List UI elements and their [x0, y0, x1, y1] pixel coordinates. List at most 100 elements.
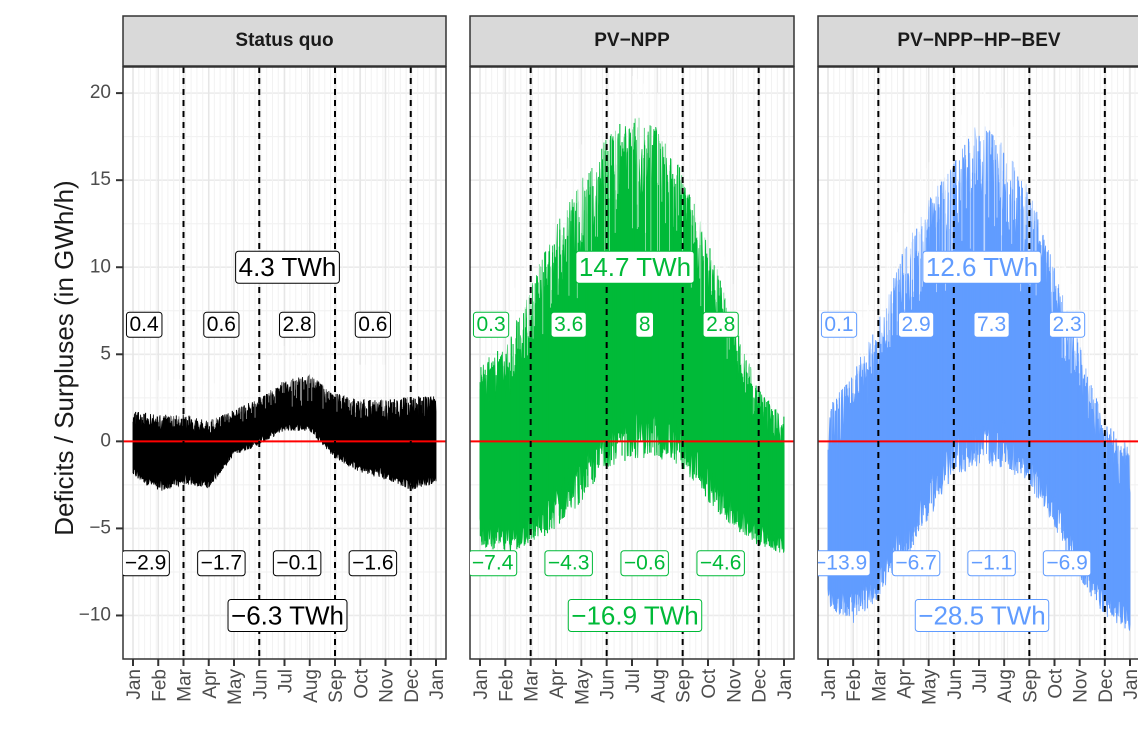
deficit-quarter-label-box — [1042, 550, 1092, 577]
surplus-quarter-label: 2.3 — [1048, 311, 1086, 338]
x-tick-label: Dec — [1096, 669, 1117, 703]
surplus-quarter-label-text: 0.6 — [358, 313, 387, 336]
facet-strip — [122, 15, 447, 67]
surplus-quarter-label: 0.6 — [203, 311, 240, 338]
deficit-quarter-label-box — [620, 550, 669, 577]
facet-strip — [469, 15, 795, 67]
x-tick-label: Dec — [750, 669, 771, 703]
surplus-quarter-label-box — [472, 311, 510, 338]
deficit-quarter-label: −2.9 — [123, 550, 170, 577]
x-tick-label: May — [225, 669, 246, 705]
surplus-quarter-label: 8 — [635, 311, 655, 338]
surplus-quarter-label-text: 8 — [639, 313, 651, 336]
surplus-quarter-label-box — [973, 311, 1010, 338]
x-tick-label: Feb — [496, 669, 517, 702]
x-tick-label: Oct — [699, 668, 720, 698]
deficit-quarter-label-box — [696, 550, 745, 577]
deficit-quarter-label-text: −0.1 — [276, 552, 317, 575]
x-tick-label: May — [572, 669, 593, 705]
surplus-quarter-label-box — [702, 311, 739, 338]
y-axis-title: Deficits / Surpluses (in GWh/h) — [49, 180, 79, 535]
deficit-quarter-label-text: −13.9 — [814, 552, 867, 575]
x-tick-label: Jan — [775, 669, 796, 700]
labels: 14.7 TWh −16.9 TWh 0.3 3.6 8 2.8 −7.4 −4.3 −0.6 −… — [470, 250, 745, 632]
x-tick-label: Aug — [301, 669, 322, 703]
surplus-quarter-label-text: 0.1 — [824, 313, 853, 336]
facet-title: PV−NPP−HP−BEV — [897, 30, 1060, 51]
deficit-quarter-label-text: −1.6 — [352, 552, 393, 575]
y-axis: 20 15 10 5 0 −5 −10 — [79, 82, 123, 625]
deficit-quarter-label-box — [348, 550, 398, 577]
x-tick-label: Apr — [547, 668, 568, 698]
deficit-total-label: −16.9 TWh — [567, 598, 703, 632]
x-tick-label: Jan — [124, 669, 145, 700]
deficit-quarter-label-text: −6.9 — [1046, 552, 1087, 575]
deficit-total-label-text: −6.3 TWh — [231, 600, 344, 630]
y-tick-label: 20 — [90, 82, 111, 103]
x-tick-label: Nov — [377, 669, 398, 703]
deficit-quarter-label: −1.6 — [348, 550, 398, 577]
deficit-quarter-label: −7.4 — [470, 550, 518, 577]
x-tick-label: Jul — [623, 669, 644, 693]
surplus-total-label: 12.6 TWh — [922, 250, 1042, 284]
x-tick-label: Jun — [250, 669, 271, 700]
surplus-quarter-label-box — [1048, 311, 1086, 338]
deficit-total-label-box — [914, 598, 1050, 632]
surplus-quarter-label-text: 0.3 — [476, 313, 505, 336]
y-tick-label: 15 — [90, 169, 111, 190]
deficit-quarter-label-box — [967, 550, 1016, 577]
labels: 12.6 TWh −28.5 TWh 0.1 2.9 7.3 2.3 −13.9 −6.7 −1… — [814, 250, 1092, 632]
surplus-total-label: 14.7 TWh — [575, 250, 695, 284]
surplus-total-label-text: 14.7 TWh — [579, 252, 691, 282]
x-tick-label: Mar — [175, 668, 196, 701]
deficit-quarter-label-box — [272, 550, 322, 577]
surplus-quarter-label-text: 0.4 — [129, 313, 159, 336]
x-tick-label: Jul — [276, 669, 297, 693]
surplus-quarter-label: 2.8 — [702, 311, 739, 338]
labels: 4.3 TWh −6.3 TWh 0.4 0.6 2.8 0.6 −2.9 −1.7 −0.1 −… — [123, 250, 398, 632]
surplus-quarter-label: 0.1 — [820, 311, 858, 338]
deficit-quarter-label-box — [470, 550, 518, 577]
x-tick-label: Sep — [1020, 669, 1041, 703]
y-tick-label: 5 — [100, 343, 111, 364]
x-tick-label: May — [920, 669, 941, 705]
deficit-quarter-label-text: −4.6 — [700, 552, 741, 575]
deficit-quarter-label: −13.9 — [814, 550, 871, 577]
deficit-total-label-text: −16.9 TWh — [571, 600, 698, 630]
x-tick-label: Jun — [598, 669, 619, 700]
surplus-quarter-label: 0.6 — [354, 311, 391, 338]
deficit-quarter-label-box — [197, 550, 246, 577]
deficit-quarter-label: −6.7 — [891, 550, 941, 577]
facet-strip — [817, 15, 1138, 67]
surplus-quarter-label: 2.9 — [897, 311, 935, 338]
surplus-quarter-label: 3.6 — [550, 311, 587, 338]
surplus-quarter-label-box — [820, 311, 858, 338]
x-tick-label: Feb — [844, 669, 865, 702]
deficit-quarter-label: −6.9 — [1042, 550, 1092, 577]
x-tick-label: Oct — [1046, 668, 1067, 698]
deficit-quarter-label-text: −4.3 — [548, 552, 589, 575]
deficit-quarter-label-text: −1.1 — [971, 552, 1012, 575]
deficit-quarter-label-box — [891, 550, 941, 577]
x-tick-label: Jan — [471, 669, 492, 700]
deficit-total-label-box — [227, 598, 348, 632]
deficit-total-label: −28.5 TWh — [914, 598, 1050, 632]
facet-title: PV−NPP — [594, 30, 670, 51]
surplus-total-label-box — [575, 250, 695, 284]
surplus-total-label-box — [235, 250, 340, 284]
x-tick-label: Oct — [351, 668, 372, 698]
surplus-quarter-label-text: 2.9 — [901, 313, 930, 336]
surplus-quarter-label-box — [125, 311, 163, 338]
surplus-total-label-box — [922, 250, 1042, 284]
deficit-quarter-label: −4.6 — [696, 550, 745, 577]
surplus-quarter-label-box — [550, 311, 587, 338]
deficit-quarter-label-box — [818, 550, 871, 577]
surplus-quarter-label-text: 7.3 — [977, 313, 1006, 336]
surplus-quarter-label-box — [354, 311, 391, 338]
y-tick-label: 10 — [90, 256, 111, 277]
surplus-quarter-label-text: 2.8 — [706, 313, 735, 336]
deficit-quarter-label-text: −1.7 — [201, 552, 242, 575]
surplus-quarter-label-text: 2.3 — [1052, 313, 1081, 336]
x-tick-label: Apr — [200, 668, 221, 698]
